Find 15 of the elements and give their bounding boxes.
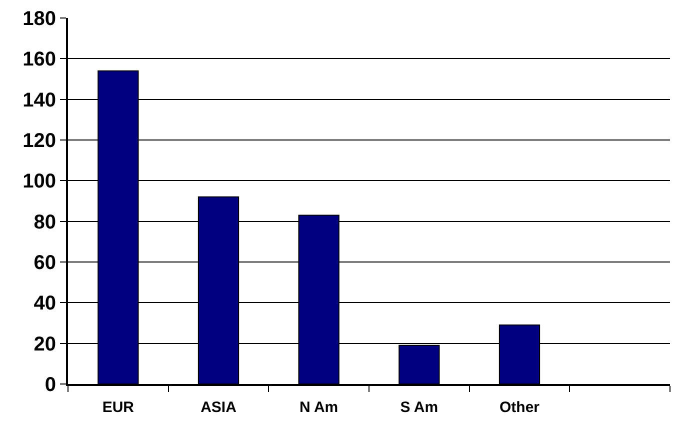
y-tick-label: 20 xyxy=(34,333,56,356)
y-tick-label: 160 xyxy=(22,48,56,71)
x-tick-label: EUR xyxy=(102,399,134,416)
x-tick-label: N Am xyxy=(300,399,338,416)
x-tick-label: S Am xyxy=(400,399,438,416)
y-tick-label: 120 xyxy=(22,130,56,152)
x-tick-label: ASIA xyxy=(200,399,237,416)
y-tick-label: 60 xyxy=(34,252,56,274)
y-tick-label: 80 xyxy=(34,211,56,234)
y-tick-label: 40 xyxy=(34,292,56,315)
y-tick-label: 140 xyxy=(22,89,56,112)
y-tick-label: 180 xyxy=(22,8,56,30)
x-tick-label: Other xyxy=(499,399,540,416)
y-tick-label: 0 xyxy=(44,374,56,396)
y-tick-label: 100 xyxy=(22,170,56,193)
